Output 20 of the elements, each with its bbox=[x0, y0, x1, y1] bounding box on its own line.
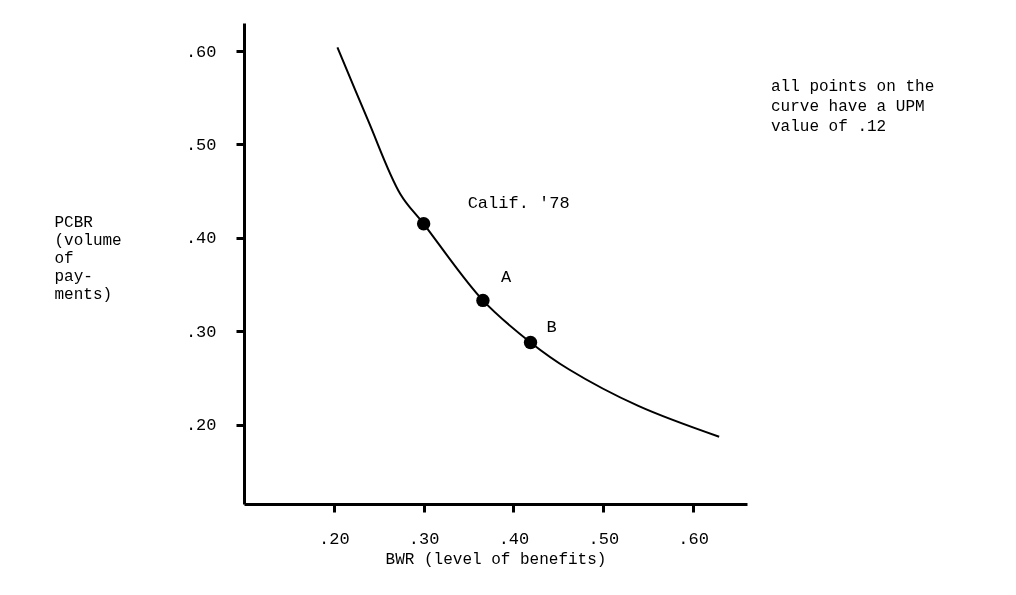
point bbox=[416, 217, 431, 231]
y-tick-label: .50 bbox=[185, 135, 217, 155]
y-tick-label: .30 bbox=[185, 322, 217, 342]
x-axis-title: BWR (level of benefits) bbox=[385, 550, 607, 569]
x-tick-label: .50 bbox=[588, 529, 620, 549]
annotation: A bbox=[500, 268, 512, 288]
y-tick-label: .60 bbox=[185, 42, 217, 62]
text: all points on the curve have a UPM value of .12 bbox=[771, 78, 935, 136]
annotation: Calif. '78 bbox=[467, 193, 570, 213]
annotation: B bbox=[546, 318, 557, 338]
point bbox=[523, 335, 538, 350]
x-tick-label: .40 bbox=[498, 529, 530, 549]
y-tick-label: .40 bbox=[185, 229, 217, 249]
x-tick-label: .60 bbox=[678, 529, 709, 549]
y-axis-title: PCBR (volume of pay- ments) bbox=[54, 213, 122, 304]
y-tick-label: .20 bbox=[185, 416, 217, 436]
x-tick-label: .20 bbox=[319, 529, 350, 549]
x-tick-label: .30 bbox=[408, 529, 440, 549]
line-series bbox=[336, 46, 721, 438]
point bbox=[476, 293, 490, 308]
